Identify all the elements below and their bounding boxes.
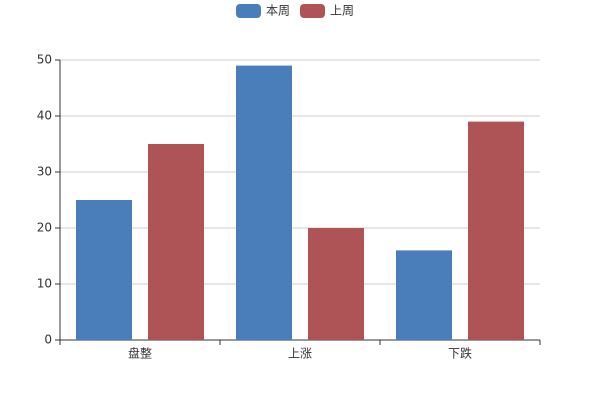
y-tick-label: 10 — [37, 277, 52, 291]
legend-label[interactable]: 上周 — [330, 4, 354, 18]
x-tick-label: 上涨 — [288, 346, 312, 361]
bar — [308, 228, 364, 340]
bar — [76, 200, 132, 340]
bar — [236, 65, 292, 340]
y-tick-label: 50 — [37, 53, 52, 67]
x-tick-label: 盘整 — [128, 346, 152, 361]
bar — [148, 144, 204, 340]
bar — [468, 121, 524, 340]
y-tick-label: 30 — [37, 165, 52, 179]
y-tick-label: 20 — [37, 221, 52, 235]
legend-label[interactable]: 本周 — [266, 4, 290, 18]
x-tick-label: 下跌 — [448, 346, 472, 361]
legend-icon[interactable] — [300, 4, 325, 18]
y-tick-label: 40 — [37, 109, 52, 123]
legend-icon[interactable] — [236, 4, 261, 18]
y-tick-label: 0 — [44, 333, 52, 347]
bar — [396, 250, 452, 340]
